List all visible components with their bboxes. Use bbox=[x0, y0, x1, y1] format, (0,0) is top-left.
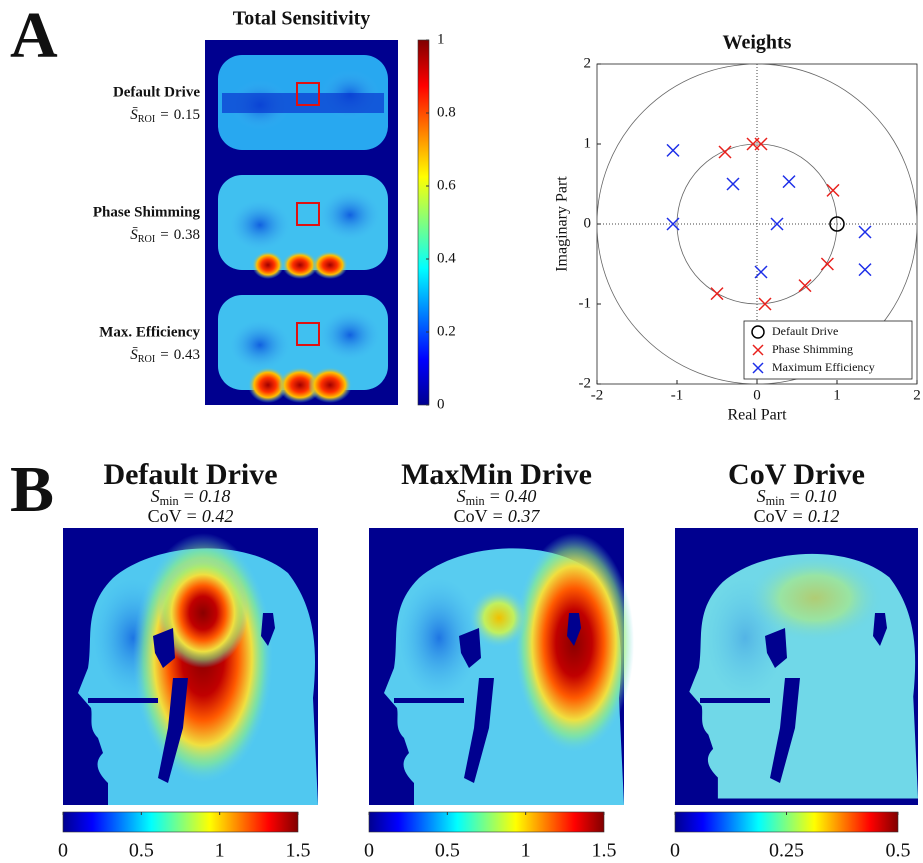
text-part: = bbox=[160, 227, 168, 243]
text-part: = bbox=[187, 506, 197, 526]
text-part: = bbox=[184, 486, 194, 506]
stat-label: S̄ROI=0.15 bbox=[130, 107, 200, 125]
y-tick-label: 1 bbox=[584, 135, 592, 151]
x-tick-label: 2 bbox=[913, 387, 921, 403]
text-part: 0.18 bbox=[199, 486, 231, 506]
text-part: 0.15 bbox=[174, 107, 200, 123]
page: {"panel_labels": ["A", "B"], "chart_data… bbox=[0, 0, 923, 863]
colorbar-tick-label: 0.5 bbox=[129, 840, 154, 862]
colorbar-tick-label: 0.5 bbox=[886, 840, 911, 862]
chart-title: Total Sensitivity bbox=[233, 8, 371, 30]
x-tick-label: 1 bbox=[833, 387, 841, 403]
text-part: = bbox=[490, 486, 500, 506]
text-part: CoV bbox=[454, 506, 488, 526]
y-tick-label: 0 bbox=[584, 215, 592, 231]
airway bbox=[88, 698, 158, 703]
colorbar-tick-label: 1.5 bbox=[592, 840, 617, 862]
x-tick-label: -1 bbox=[671, 387, 684, 403]
text-part: 0.10 bbox=[805, 486, 837, 506]
colorbar-tick-label: 0 bbox=[670, 840, 680, 862]
text-part: ROI bbox=[138, 234, 156, 245]
row-label: Phase Shimming bbox=[93, 204, 201, 220]
text-part: 0.38 bbox=[174, 227, 200, 243]
colorbar-tick-label: 0 bbox=[58, 840, 68, 862]
stat-label: CoV=0.42 bbox=[148, 506, 234, 526]
colorbar bbox=[418, 40, 429, 405]
y-tick-label: 2 bbox=[584, 55, 592, 71]
colorbar-tick-label: 0.25 bbox=[769, 840, 804, 862]
colorbar-tick-label: 0.6 bbox=[437, 177, 456, 193]
text-part: ROI bbox=[138, 354, 156, 365]
slice-shade bbox=[230, 200, 290, 250]
row-label: Max. Efficiency bbox=[99, 324, 200, 340]
text-part: S bbox=[151, 486, 160, 506]
text-part: = bbox=[790, 486, 800, 506]
stat-label: CoV=0.12 bbox=[754, 506, 840, 526]
airway bbox=[700, 698, 770, 703]
text-part: 0.37 bbox=[508, 506, 541, 526]
head-image bbox=[675, 528, 918, 805]
x-tick-label: -2 bbox=[591, 387, 604, 403]
colorbar bbox=[63, 812, 298, 832]
x-tick-label: 0 bbox=[753, 387, 761, 403]
text-part: = bbox=[493, 506, 503, 526]
text-part: 0.12 bbox=[808, 506, 840, 526]
colorbar-tick-label: 0 bbox=[437, 396, 445, 412]
text-part: = bbox=[160, 107, 168, 123]
slice-shade bbox=[230, 320, 290, 370]
colorbar-tick-label: 1.5 bbox=[286, 840, 311, 862]
colorbar-tick-label: 0 bbox=[364, 840, 374, 862]
figure: A B Total SensitivityDefault DriveS̄ROI=… bbox=[0, 0, 923, 863]
colorbar-tick-label: 0.5 bbox=[435, 840, 460, 862]
legend-label: Default Drive bbox=[772, 324, 838, 338]
x-axis-label: Real Part bbox=[727, 407, 787, 424]
row-label: Default Drive bbox=[113, 84, 200, 100]
text-part: S bbox=[457, 486, 466, 506]
text-part: 0.43 bbox=[174, 347, 200, 363]
panel-label: B bbox=[10, 453, 54, 526]
text-part: CoV bbox=[754, 506, 788, 526]
colorbar-tick-label: 0.8 bbox=[437, 104, 456, 120]
text-part: 0.40 bbox=[505, 486, 537, 506]
colorbar-tick-label: 1 bbox=[437, 31, 445, 47]
slice-shade bbox=[320, 190, 380, 240]
colorbar-tick-label: 0.4 bbox=[437, 250, 456, 266]
chart-title: Weights bbox=[723, 32, 792, 54]
colorbar-tick-label: 1 bbox=[521, 840, 531, 862]
slice-band bbox=[222, 93, 384, 113]
airway bbox=[394, 698, 464, 703]
slice-hot bbox=[312, 251, 348, 279]
stat-label: S̄ROI=0.43 bbox=[130, 347, 200, 365]
slice-hot bbox=[252, 251, 284, 279]
y-tick-label: -2 bbox=[579, 375, 592, 391]
stat-label: S̄ROI=0.38 bbox=[130, 227, 200, 245]
slice-shade bbox=[320, 310, 380, 360]
slice-hot bbox=[308, 367, 352, 403]
text-part: S bbox=[757, 486, 766, 506]
warm-spot bbox=[745, 553, 885, 643]
colorbar-tick-label: 0.2 bbox=[437, 323, 456, 339]
colorbar bbox=[369, 812, 604, 832]
head-image bbox=[369, 528, 634, 805]
y-axis-label: Imaginary Part bbox=[554, 176, 571, 272]
head-image bbox=[63, 528, 318, 805]
y-tick-label: -1 bbox=[579, 295, 592, 311]
text-part: = bbox=[160, 347, 168, 363]
text-part: ROI bbox=[138, 114, 156, 125]
text-part: = bbox=[793, 506, 803, 526]
colorbar-tick-label: 1 bbox=[215, 840, 225, 862]
stat-label: CoV=0.37 bbox=[454, 506, 541, 526]
text-part: 0.42 bbox=[202, 506, 234, 526]
legend-label: Phase Shimming bbox=[772, 342, 853, 356]
panel-label: A bbox=[10, 0, 58, 72]
legend-label: Maximum Efficiency bbox=[772, 360, 875, 374]
text-part: CoV bbox=[148, 506, 182, 526]
